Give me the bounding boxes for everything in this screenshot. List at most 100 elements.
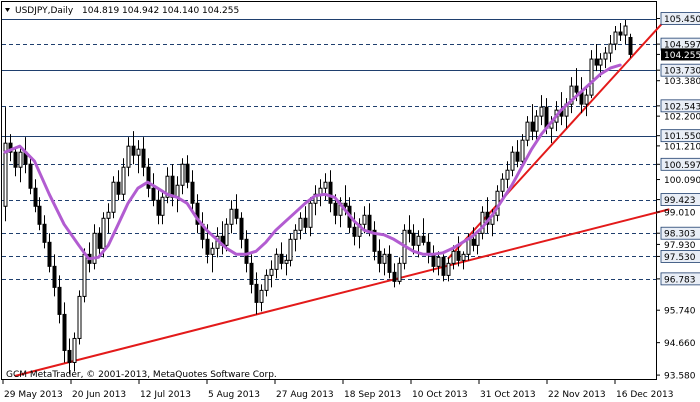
candle <box>500 173 505 201</box>
candle-body-bear <box>205 238 210 255</box>
level-price-box <box>660 12 700 25</box>
candle-body-bull <box>293 229 298 240</box>
time-axis: 29 May 2013 20 Jun 2013 12 Jul 2013 5 Aug 2… <box>2 379 674 400</box>
candle-body-bull <box>92 232 97 264</box>
candle-body-bull <box>613 31 618 45</box>
candle-body-bull <box>180 163 185 186</box>
candle-body-bull <box>480 211 485 234</box>
candle-body-bear <box>151 187 156 201</box>
candle-body-bear <box>431 253 436 267</box>
candle-body-bear <box>574 85 579 93</box>
candle-body-bull <box>3 142 8 207</box>
plot-frame <box>1 1 657 380</box>
candle <box>480 206 485 240</box>
candle-body-bear <box>190 181 195 204</box>
candle-body-bull <box>121 166 126 195</box>
candle-body-bear <box>426 241 431 255</box>
candle <box>47 233 52 273</box>
candle-body-bull <box>525 121 530 141</box>
x-tick-label: 20 Jun 2013 <box>72 390 126 400</box>
level-price-box <box>660 157 700 171</box>
candle-body-bear <box>407 229 412 234</box>
candle <box>190 170 195 213</box>
trendline-1 <box>447 14 671 260</box>
candle <box>510 146 515 177</box>
candle-body-bear <box>47 241 52 267</box>
candle <box>62 302 67 363</box>
candle <box>18 146 23 183</box>
candle-body-bull <box>461 253 466 261</box>
candle-body-bear <box>249 262 254 285</box>
candle <box>471 227 476 252</box>
candle <box>613 26 618 51</box>
candle <box>441 254 446 282</box>
candle <box>328 170 333 213</box>
trendlines <box>14 14 671 377</box>
candle-body-bear <box>343 202 348 207</box>
candle-body-bull <box>284 259 289 264</box>
candle-body-bear <box>328 181 333 204</box>
candle-body-bull <box>446 262 451 276</box>
candle <box>126 137 131 177</box>
candle <box>387 245 392 279</box>
moving-average-line <box>3 63 622 261</box>
candle-body-bear <box>333 202 338 216</box>
candle-body-bear <box>156 199 161 216</box>
ohlc-close: 104.255 <box>202 6 239 16</box>
candle-body-bull <box>18 151 23 168</box>
level-price-box <box>660 63 700 77</box>
candle-body-bull <box>475 232 480 246</box>
candle-body-bull <box>106 211 111 219</box>
level-price-box <box>660 193 700 206</box>
candle <box>239 212 244 249</box>
candle <box>525 116 530 147</box>
y-tick-label: 103.380 <box>664 77 700 87</box>
candle <box>279 242 284 270</box>
candle <box>308 197 313 237</box>
candle <box>623 20 628 45</box>
candle <box>244 230 249 273</box>
ohlc-open: 104.819 <box>82 6 119 16</box>
level-price-box <box>660 272 700 286</box>
moving-average <box>3 63 622 261</box>
candle <box>234 194 239 225</box>
candle-body-bull <box>397 262 402 282</box>
candle-body-bear <box>67 349 72 363</box>
ohlc-low: 104.140 <box>162 6 199 16</box>
candle-body-bear <box>421 235 426 243</box>
trendline-0 <box>14 208 670 377</box>
candle <box>160 191 165 225</box>
candle <box>352 212 357 246</box>
candle-body-bull <box>416 235 421 246</box>
candle-body-bear <box>254 283 259 303</box>
candle-body-bear <box>52 265 57 288</box>
candle <box>37 197 42 231</box>
candle-body-bear <box>234 208 239 219</box>
candle <box>584 86 589 117</box>
candle <box>116 170 121 201</box>
candle <box>397 257 402 285</box>
candle-body-bull <box>382 253 387 264</box>
symbol-dropdown-icon[interactable] <box>5 8 10 12</box>
candle-body-bull <box>72 337 77 363</box>
candle-body-bear <box>37 205 42 225</box>
candle-body-bear <box>13 151 18 168</box>
candle <box>505 161 510 189</box>
candle-body-bull <box>210 247 215 255</box>
candle-body-bull <box>77 295 82 339</box>
header: USDJPY,Daily 104.819 104.942 104.140 104… <box>5 6 239 16</box>
candle <box>377 239 382 273</box>
candle <box>131 131 136 165</box>
candle-body-bull <box>126 145 131 168</box>
candle <box>97 227 102 255</box>
candle-body-bear <box>57 286 62 315</box>
candle-body-bull <box>539 106 544 117</box>
candle-body-bear <box>372 229 377 252</box>
level-price-box <box>660 226 700 240</box>
candle <box>136 140 141 174</box>
candle-body-bull <box>451 250 456 264</box>
candle-body-bear <box>618 31 623 36</box>
candle <box>42 215 47 249</box>
y-tick-label: 99.423 <box>664 196 696 206</box>
